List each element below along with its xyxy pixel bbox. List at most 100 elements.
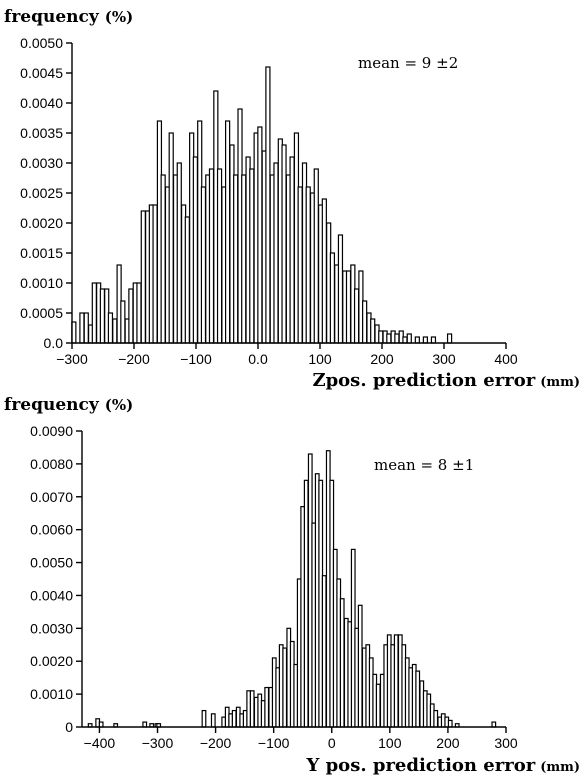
z-bar <box>225 120 231 344</box>
z-bar <box>345 270 352 344</box>
y-mean-annotation: mean = 8 ±1 <box>374 456 474 474</box>
y-bar <box>491 721 497 728</box>
z-bar <box>313 168 319 344</box>
y-y-tick-label: 0.0050 <box>30 555 73 571</box>
z-bar <box>91 282 97 344</box>
y-bar <box>98 721 104 728</box>
z-bar <box>446 333 453 344</box>
y-x-tick-label: 100 <box>378 735 402 751</box>
z-x-ticks: −300 −200 −100 0.0 100 200 300 400 <box>56 343 518 367</box>
y-y-tick-label: 0.0080 <box>30 456 73 472</box>
z-x-tick-label: 0.0 <box>248 351 268 367</box>
z-bar <box>394 333 400 344</box>
z-bar <box>200 186 207 344</box>
z-x-tick-label: 100 <box>308 351 332 367</box>
z-ylabel: frequency (%) <box>4 7 133 27</box>
z-y-tick-label: 0.0035 <box>20 125 63 141</box>
z-y-tick-label: 0.0010 <box>20 275 63 291</box>
z-x-tick-label: 200 <box>370 351 394 367</box>
y-bar <box>231 709 237 728</box>
z-bar <box>362 300 368 344</box>
z-bar <box>79 312 85 344</box>
z-bar <box>305 186 311 344</box>
z-x-tick-label: 400 <box>494 351 518 367</box>
z-mean-annotation: mean = 9 ±2 <box>358 54 458 72</box>
z-y-tick-label: 0.0030 <box>20 155 63 171</box>
z-bar <box>265 66 271 344</box>
z-bar <box>430 336 437 344</box>
z-bar <box>192 156 198 344</box>
z-histogram: frequency (%) 0.0 0.0005 0.0010 0.0015 0.0020… <box>4 7 580 391</box>
y-bar <box>201 709 207 728</box>
y-bar <box>415 670 421 728</box>
z-x-tick-label: −100 <box>180 351 212 367</box>
y-x-ticks: −400 −300 −200 −100 0 100 200 300 <box>84 727 518 751</box>
y-bar <box>339 598 345 728</box>
z-bar <box>128 288 134 344</box>
z-bar <box>289 156 295 344</box>
z-bar <box>136 282 142 344</box>
z-y-tick-label: 0.0040 <box>20 95 63 111</box>
y-x-tick-label: −400 <box>84 735 116 751</box>
y-x-tick-label: 0 <box>328 735 336 751</box>
y-bar <box>303 479 309 728</box>
z-y-ticks: 0.0 0.0005 0.0010 0.0015 0.0020 0.0025 0.0030 0… <box>20 35 72 351</box>
y-bar <box>393 634 399 728</box>
z-bar <box>406 333 412 344</box>
y-x-tick-label: −200 <box>200 735 232 751</box>
z-bar <box>329 252 336 344</box>
y-bar <box>447 719 453 728</box>
y-y-tick-label: 0.0040 <box>30 587 73 603</box>
z-bar <box>402 336 408 344</box>
y-y-tick-label: 0.0070 <box>30 489 73 505</box>
z-bar <box>321 198 327 344</box>
y-x-tick-label: −100 <box>258 735 290 751</box>
y-y-tick-label: 0.0020 <box>30 653 73 669</box>
y-bar <box>210 713 216 728</box>
z-y-tick-label: 0.0025 <box>20 185 63 201</box>
z-bar <box>216 168 223 344</box>
z-bar <box>337 234 344 344</box>
z-y-tick-label: 0.0005 <box>20 305 63 321</box>
y-bar <box>433 709 439 728</box>
z-bar <box>112 318 118 344</box>
y-bar <box>142 721 148 728</box>
y-y-ticks: 0 0.0010 0.0020 0.0030 0.0040 0.0050 0.0060 0.0… <box>30 423 82 735</box>
z-bar <box>83 312 89 344</box>
z-bar <box>273 162 279 344</box>
z-bar <box>249 168 255 344</box>
z-bar <box>233 174 239 344</box>
z-x-tick-label: −300 <box>56 351 88 367</box>
z-bar <box>99 288 106 344</box>
z-bar <box>378 330 384 344</box>
y-y-tick-label: 0.0030 <box>30 620 73 636</box>
y-y-tick-label: 0.0090 <box>30 423 73 439</box>
y-bar <box>357 604 363 728</box>
z-bar <box>422 336 429 344</box>
y-x-tick-label: 200 <box>436 735 460 751</box>
z-y-tick-label: 0.0020 <box>20 215 63 231</box>
y-xlabel: Y pos. prediction error (mm) <box>305 755 580 776</box>
z-y-tick-label: 0.0 <box>44 335 64 351</box>
z-bar <box>241 174 247 344</box>
y-x-tick-label: 300 <box>494 735 518 751</box>
y-bars <box>87 450 497 728</box>
y-ylabel: frequency (%) <box>4 395 133 415</box>
z-bar <box>297 186 303 344</box>
z-bar <box>281 144 287 344</box>
z-bar <box>184 216 190 344</box>
y-y-tick-label: 0.0010 <box>30 686 73 702</box>
z-y-tick-label: 0.0045 <box>20 65 63 81</box>
z-bar <box>176 162 182 344</box>
z-bars <box>71 66 453 344</box>
z-bar <box>107 312 114 344</box>
y-y-tick-label: 0.0060 <box>30 522 73 538</box>
y-bar <box>249 690 255 728</box>
z-bar <box>414 336 420 344</box>
z-bar <box>152 204 158 344</box>
z-x-tick-label: −200 <box>118 351 150 367</box>
y-bar <box>264 686 270 728</box>
z-x-tick-label: 300 <box>432 351 456 367</box>
z-y-tick-label: 0.0015 <box>20 245 63 261</box>
